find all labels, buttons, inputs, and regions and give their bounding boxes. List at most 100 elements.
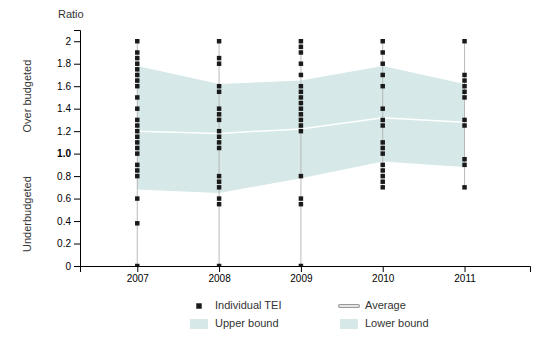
y-tick-mark — [74, 176, 80, 177]
point — [380, 73, 384, 77]
point — [217, 39, 221, 43]
y-tick: 2 — [65, 36, 80, 47]
point — [380, 151, 384, 155]
x-tick-mark — [301, 266, 302, 272]
legend-item: Average — [340, 299, 406, 311]
point — [299, 73, 303, 77]
legend-label: Upper bound — [215, 317, 279, 329]
y-tick-label: 0.8 — [57, 171, 71, 182]
point — [217, 118, 221, 122]
y-tick: 1.8 — [57, 58, 80, 69]
point — [299, 39, 303, 43]
y-tick-mark — [74, 86, 80, 87]
point — [380, 106, 384, 110]
y-tick-mark — [74, 131, 80, 132]
point — [135, 84, 139, 88]
point — [217, 174, 221, 178]
point — [135, 221, 139, 225]
point — [380, 123, 384, 127]
legend-swatch — [340, 319, 358, 329]
point — [217, 196, 221, 200]
x-tick: 2010 — [372, 266, 395, 284]
point — [299, 129, 303, 133]
y-tick-label: 0.6 — [57, 193, 71, 204]
x-tick-label: 2009 — [290, 273, 313, 284]
point — [135, 95, 139, 99]
point — [299, 118, 303, 122]
point — [462, 163, 466, 167]
y-tick: 0.4 — [57, 216, 80, 227]
point — [135, 78, 139, 82]
y-tick-mark — [74, 64, 80, 65]
x-tick: 2011 — [454, 266, 476, 284]
point — [462, 39, 466, 43]
point — [135, 264, 139, 266]
point — [462, 123, 466, 127]
point — [217, 90, 221, 94]
point — [380, 179, 384, 183]
point — [380, 39, 384, 43]
point — [135, 106, 139, 110]
point — [462, 84, 466, 88]
point — [380, 118, 384, 122]
point — [299, 95, 303, 99]
point — [217, 264, 221, 266]
point — [462, 185, 466, 189]
point — [380, 61, 384, 65]
side-label: Underbudgeted — [21, 176, 33, 252]
x-tick-label: 2007 — [127, 273, 150, 284]
point — [135, 67, 139, 71]
legend-swatch — [190, 319, 208, 329]
x-tick: 2008 — [208, 266, 231, 284]
y-tick-mark — [74, 244, 80, 245]
point — [217, 135, 221, 139]
legend-label: Individual TEI — [215, 299, 281, 311]
point — [299, 196, 303, 200]
point — [217, 140, 221, 144]
point — [299, 50, 303, 54]
legend-swatch-outline — [340, 304, 358, 308]
y-tick-label: 1.4 — [57, 103, 71, 114]
y-tick-label: 1.2 — [57, 126, 71, 137]
x-tick-mark — [219, 266, 220, 272]
y-tick-label: 0 — [65, 261, 71, 272]
y-tick-mark — [74, 266, 80, 267]
x-tick-label: 2010 — [372, 273, 395, 284]
side-label: Over budgeted — [21, 60, 33, 133]
point — [217, 84, 221, 88]
legend-label: Average — [365, 299, 406, 311]
point — [299, 123, 303, 127]
point — [135, 151, 139, 155]
point — [217, 146, 221, 150]
x-tick-label: 2008 — [208, 273, 231, 284]
point — [380, 174, 384, 178]
point — [380, 168, 384, 172]
point — [462, 90, 466, 94]
point — [217, 106, 221, 110]
legend-item: Upper bound — [190, 317, 279, 329]
x-tick-label: 2011 — [454, 273, 476, 284]
point — [135, 129, 139, 133]
x-tick: 2009 — [290, 266, 313, 284]
y-tick: 1.2 — [57, 126, 80, 137]
x-tick: 2007 — [127, 266, 150, 284]
point — [299, 84, 303, 88]
y-tick-label: 0.2 — [57, 238, 71, 249]
point — [462, 157, 466, 161]
plot-area — [135, 39, 467, 266]
point — [462, 78, 466, 82]
legend: Individual TEIUpper boundAverageLower bo… — [190, 299, 429, 329]
x-tick-mark — [465, 266, 466, 272]
y-tick-label: 1.0 — [57, 148, 71, 159]
x-tick-mark — [383, 266, 384, 272]
y-axis-line — [74, 31, 81, 267]
point — [135, 50, 139, 54]
y-tick: 1.0 — [57, 148, 80, 159]
point — [462, 95, 466, 99]
point — [135, 73, 139, 77]
point — [380, 50, 384, 54]
x-tick-mark — [137, 266, 138, 272]
y-tick: 0.2 — [57, 238, 80, 249]
point — [135, 61, 139, 65]
point — [135, 146, 139, 150]
